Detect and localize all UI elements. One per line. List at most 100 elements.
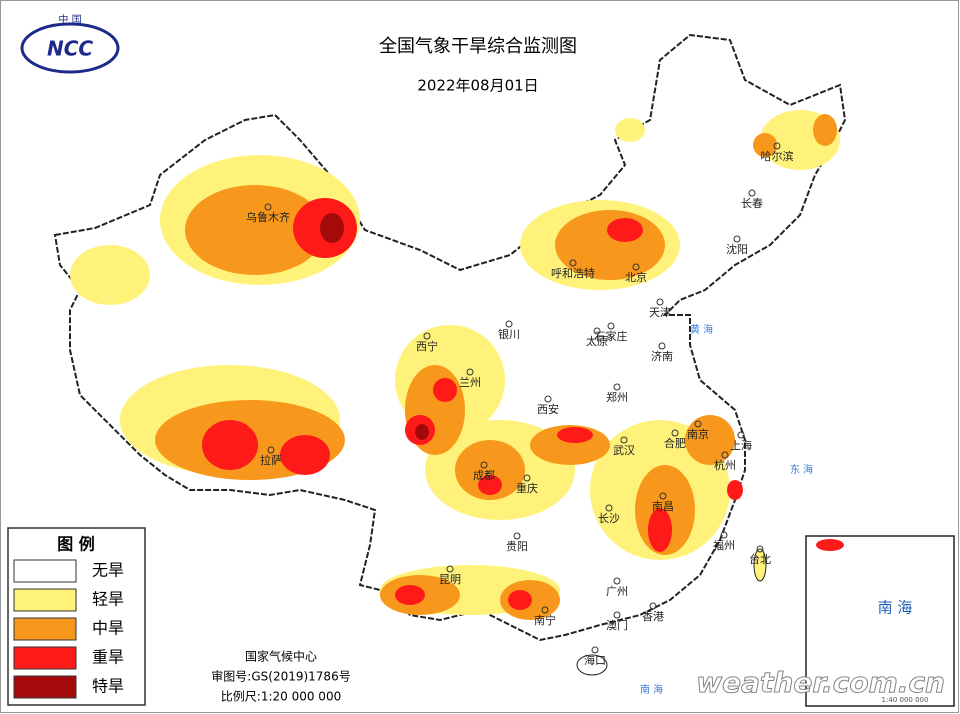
city-marker <box>541 606 549 614</box>
city-marker <box>658 342 666 350</box>
legend-title: 图 例 <box>57 535 95 554</box>
inset-label: 南 海 <box>878 599 913 617</box>
city-label: 郑州 <box>606 390 628 404</box>
legend-label: 中旱 <box>92 619 124 638</box>
city-label: 武汉 <box>613 444 635 457</box>
logo-text: NCC <box>47 37 93 61</box>
city-label: 哈尔滨 <box>761 149 794 163</box>
city-label: 南宁 <box>534 613 556 627</box>
sea-labels: 黄 海东 海南 海 <box>640 323 813 696</box>
city-marker <box>423 332 431 340</box>
city-label: 太原 <box>586 335 608 348</box>
inset-map: 南 海 1:40 000 000 <box>805 535 955 707</box>
city-marker <box>523 474 531 482</box>
city-label: 澳门 <box>606 618 628 632</box>
city-label: 广州 <box>606 585 628 598</box>
legend-label: 特旱 <box>92 677 124 696</box>
drought-areas <box>70 110 840 620</box>
city-label: 兰州 <box>459 376 481 389</box>
city-label: 昆明 <box>439 573 461 586</box>
legend-swatch <box>13 617 77 641</box>
city-marker <box>632 263 640 271</box>
legend-swatch <box>13 675 77 699</box>
city-marker <box>264 203 272 211</box>
city-label: 北京 <box>625 270 647 284</box>
inset-scale: 1:40 000 000 <box>882 696 929 704</box>
city-label: 西安 <box>537 402 559 416</box>
watermark: weather.com.cn <box>696 666 945 699</box>
city-label: 重庆 <box>516 481 538 495</box>
city-label: 长春 <box>741 197 763 210</box>
legend-label: 重旱 <box>92 648 124 667</box>
city-marker <box>267 446 275 454</box>
sea-label: 黄 海 <box>690 323 713 336</box>
city-marker <box>613 611 621 619</box>
city-label: 海口 <box>584 653 606 667</box>
city-label: 贵阳 <box>506 540 528 553</box>
city-marker <box>649 602 657 610</box>
city-marker <box>605 504 613 512</box>
city-marker <box>773 142 781 150</box>
city-marker <box>720 531 728 539</box>
city-marker <box>593 327 601 335</box>
city-marker <box>671 429 679 437</box>
city-marker <box>694 420 702 428</box>
city-label: 银川 <box>498 327 520 341</box>
city-marker <box>613 383 621 391</box>
city-label: 杭州 <box>714 458 736 472</box>
city-marker <box>659 492 667 500</box>
legend-label: 无旱 <box>92 561 124 580</box>
credit-line: 审图号:GS(2019)1786号 <box>211 669 350 684</box>
city-marker <box>733 235 741 243</box>
logo-top: 中 国 <box>58 13 81 26</box>
city-label: 长沙 <box>598 512 620 525</box>
logo: 中 国 NCC <box>20 13 120 74</box>
city-label: 合肥 <box>664 436 686 450</box>
city-marker <box>591 646 599 654</box>
city-marker <box>446 565 454 573</box>
legend-swatch <box>13 646 77 670</box>
title: 全国气象干旱综合监测图 <box>379 36 577 57</box>
sea-label: 南 海 <box>640 683 663 696</box>
city-marker <box>480 461 488 469</box>
city-marker <box>756 545 764 553</box>
city-label: 呼和浩特 <box>551 266 595 280</box>
city-label: 沈阳 <box>726 242 748 256</box>
city-label: 南京 <box>687 427 709 441</box>
city-label: 济南 <box>651 349 673 363</box>
city-label: 台北 <box>749 552 771 566</box>
city-label: 拉萨 <box>260 453 282 467</box>
city-label: 乌鲁木齐 <box>246 210 290 224</box>
legend-swatch <box>13 559 77 583</box>
date: 2022年08月01日 <box>417 77 538 95</box>
city-marker <box>466 368 474 376</box>
legend-label: 轻旱 <box>92 590 124 609</box>
city-marker <box>607 322 615 330</box>
city-label: 天津 <box>649 306 671 319</box>
city-marker <box>721 451 729 459</box>
city-label: 西宁 <box>416 339 438 353</box>
city-label: 成都 <box>473 469 495 482</box>
city-marker <box>748 189 756 197</box>
city-label: 上海 <box>730 438 752 452</box>
city-marker <box>505 320 513 328</box>
city-marker <box>544 395 552 403</box>
sea-label: 东 海 <box>790 463 813 476</box>
credit-line: 比例尺:1:20 000 000 <box>221 690 341 704</box>
city-marker <box>737 431 745 439</box>
city-label: 石家庄 <box>595 329 628 343</box>
city-marker <box>513 532 521 540</box>
credit-line: 国家气候中心 <box>245 649 317 664</box>
city-marker <box>613 577 621 585</box>
city-label: 香港 <box>642 610 664 623</box>
city-marker <box>569 259 577 267</box>
city-label: 南昌 <box>652 500 674 513</box>
legend-swatch <box>13 588 77 612</box>
city-label: 福州 <box>713 538 735 552</box>
